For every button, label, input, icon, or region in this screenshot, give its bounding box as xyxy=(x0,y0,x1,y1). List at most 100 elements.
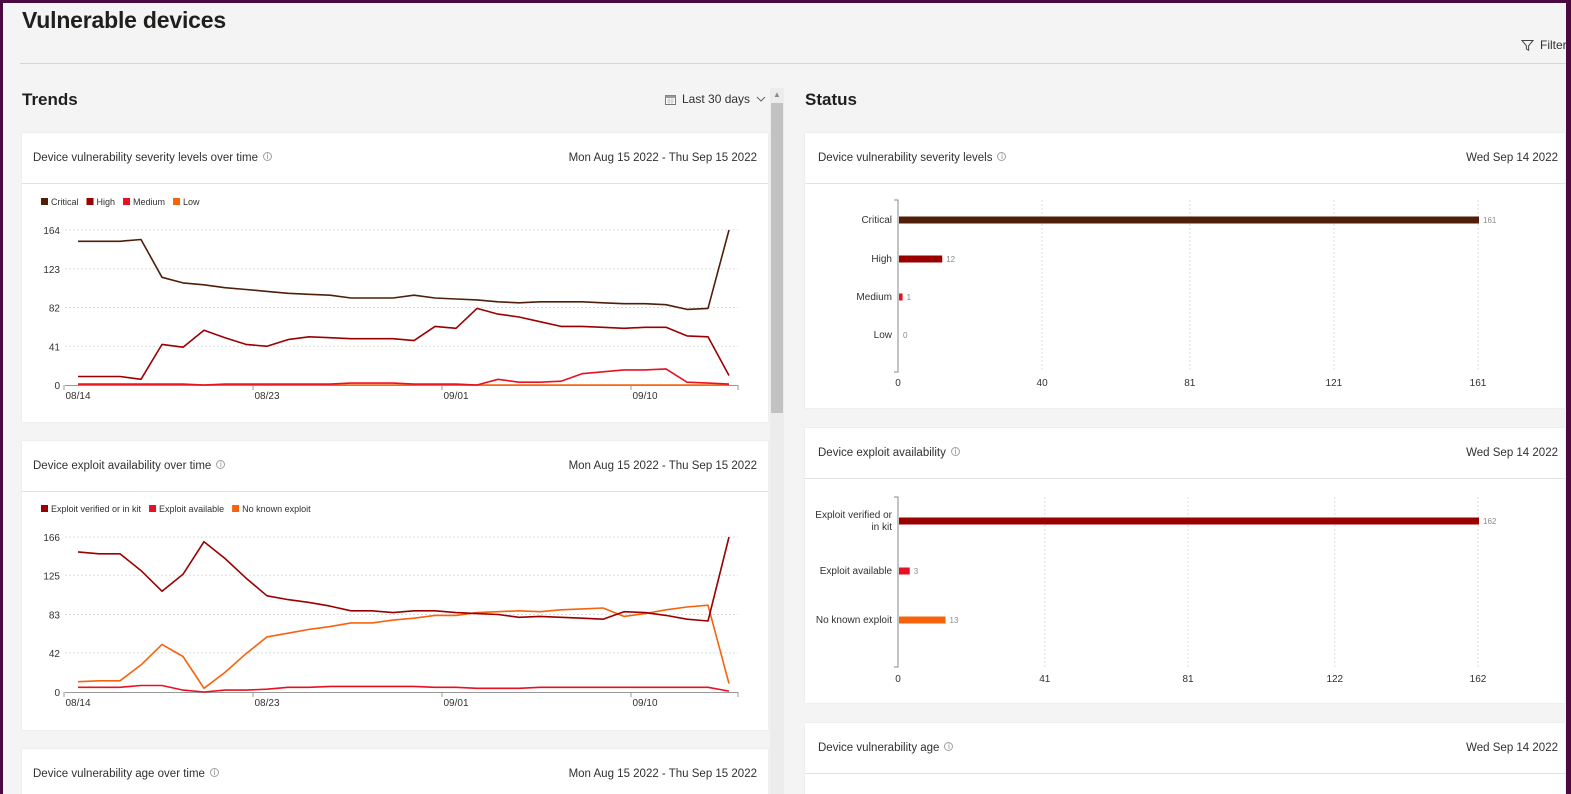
x-tick-label: 08/23 xyxy=(254,391,279,402)
card-header: Device exploit availability i Wed Sep 14 … xyxy=(805,428,1565,479)
filters-label: Filters xyxy=(1540,38,1566,52)
x-tick-label: 162 xyxy=(1470,674,1487,685)
category-label: in kit xyxy=(871,522,892,533)
bar xyxy=(899,616,946,624)
card-date-range: Mon Aug 15 2022 - Thu Sep 15 2022 xyxy=(568,768,757,780)
bar xyxy=(899,517,1479,525)
info-icon[interactable]: i xyxy=(950,447,960,456)
info-icon[interactable]: i xyxy=(209,768,219,777)
info-icon[interactable]: i xyxy=(944,742,954,751)
x-tick-label: 09/10 xyxy=(632,698,657,709)
legend-label: Critical xyxy=(51,197,79,207)
category-label: Low xyxy=(874,330,893,341)
severity-line-chart: Critical High Medium Low 0 41 82 123 164 08/14 08/… xyxy=(41,197,739,402)
bar xyxy=(899,216,1479,224)
card-title: Device exploit availability over time xyxy=(33,460,212,472)
y-axis xyxy=(894,199,899,373)
legend-label: Exploit available xyxy=(159,504,224,514)
y-tick-label: 123 xyxy=(43,265,60,276)
age-trend-card: Device vulnerability age over time i Mon … xyxy=(22,749,768,794)
series-line-no-known-exploit xyxy=(77,604,730,690)
x-tick-label: 40 xyxy=(1037,378,1049,389)
chevron-down-icon xyxy=(756,96,766,102)
y-tick-label: 42 xyxy=(49,649,61,660)
y-tick-label: 41 xyxy=(49,342,61,353)
severity-trend-card: Device vulnerability severity levels ove… xyxy=(22,133,768,422)
legend-label: High xyxy=(97,197,116,207)
series-line-exploit-verified-or-in-kit xyxy=(77,536,730,622)
card-title: Device vulnerability severity levels xyxy=(818,152,993,164)
x-tick-label: 09/10 xyxy=(632,391,657,402)
x-tick-label: 08/14 xyxy=(65,391,90,402)
info-icon[interactable]: i xyxy=(997,152,1007,161)
card-date-range: Mon Aug 15 2022 - Thu Sep 15 2022 xyxy=(568,460,757,472)
page-title: Vulnerable devices xyxy=(22,7,226,33)
card-header: Device exploit availability over time i M… xyxy=(22,441,768,492)
x-tick-label: 81 xyxy=(1182,674,1194,685)
scroll-up-arrow[interactable]: ▲ xyxy=(773,90,781,99)
y-tick-label: 0 xyxy=(54,381,60,392)
card-header: Device vulnerability age over time i Mon … xyxy=(22,749,768,794)
x-tick-label: 08/23 xyxy=(254,698,279,709)
card-title: Device vulnerability age over time xyxy=(33,768,205,780)
date-range-dropdown[interactable]: Last 30 days xyxy=(665,92,766,106)
filters-button[interactable]: Filters xyxy=(1521,38,1566,52)
trends-heading: Trends xyxy=(22,90,78,109)
info-icon[interactable]: i xyxy=(262,152,272,161)
bar-value-label: 162 xyxy=(1483,517,1497,526)
y-tick-label: 164 xyxy=(43,226,60,237)
x-tick-label: 121 xyxy=(1326,378,1343,389)
age-status-card: Device vulnerability age i Wed Sep 14 202… xyxy=(805,723,1565,794)
legend-swatch xyxy=(149,505,157,512)
bar xyxy=(899,293,903,301)
bar-value-label: 13 xyxy=(950,616,959,625)
y-tick-label: 82 xyxy=(49,304,61,315)
severity-status-card: Device vulnerability severity levels i We… xyxy=(805,133,1565,408)
card-header: Device vulnerability severity levels i We… xyxy=(805,133,1565,184)
y-axis xyxy=(894,496,899,668)
category-label: Critical xyxy=(861,215,892,226)
bar xyxy=(899,567,910,575)
y-tick-label: 0 xyxy=(54,688,60,699)
category-label: High xyxy=(871,254,892,265)
category-label: No known exploit xyxy=(816,615,892,626)
x-tick-label: 81 xyxy=(1184,378,1196,389)
category-label: Exploit available xyxy=(820,566,893,577)
severity-bar-chart: 0 40 81 121 161 Critical 161 High 12 Medium 1 Low 0 xyxy=(856,199,1497,389)
exploit-line-chart: Exploit verified or in kit Exploit availa… xyxy=(41,504,739,709)
card-date-range: Mon Aug 15 2022 - Thu Sep 15 2022 xyxy=(568,152,757,164)
card-date: Wed Sep 14 2022 xyxy=(1466,742,1558,754)
bar-value-label: 0 xyxy=(903,331,908,340)
y-tick-label: 83 xyxy=(49,611,61,622)
date-range-label: Last 30 days xyxy=(682,92,751,106)
legend-label: Medium xyxy=(133,197,165,207)
funnel-icon xyxy=(1521,39,1534,51)
x-tick-label: 09/01 xyxy=(443,391,468,402)
x-tick-label: 08/14 xyxy=(65,698,90,709)
bar-value-label: 12 xyxy=(946,255,955,264)
legend-swatch xyxy=(41,198,48,205)
series-line-high xyxy=(78,307,730,381)
exploit-trend-card: Device exploit availability over time i M… xyxy=(22,441,768,730)
page: Vulnerable devices Filters Trends Last 3… xyxy=(3,3,1566,794)
x-tick-label: 122 xyxy=(1326,674,1343,685)
legend-label: Exploit verified or in kit xyxy=(51,504,142,514)
legend-swatch xyxy=(173,198,181,205)
scrollbar-thumb[interactable] xyxy=(771,103,783,413)
x-tick-label: 41 xyxy=(1039,674,1051,685)
card-header: Device vulnerability age i Wed Sep 14 202… xyxy=(805,723,1565,774)
y-tick-label: 166 xyxy=(43,533,60,544)
header-divider xyxy=(20,63,1566,64)
legend-label: Low xyxy=(183,197,200,207)
legend-swatch xyxy=(86,198,94,205)
series-line-exploit-available xyxy=(78,684,730,693)
card-title: Device exploit availability xyxy=(818,447,946,459)
info-icon[interactable]: i xyxy=(216,460,226,469)
x-tick-label: 0 xyxy=(895,378,901,389)
category-label: Exploit verified or xyxy=(815,510,892,521)
card-date: Wed Sep 14 2022 xyxy=(1466,447,1558,459)
card-header: Device vulnerability severity levels ove… xyxy=(22,133,768,184)
legend-swatch xyxy=(123,198,131,205)
category-label: Medium xyxy=(856,292,892,303)
